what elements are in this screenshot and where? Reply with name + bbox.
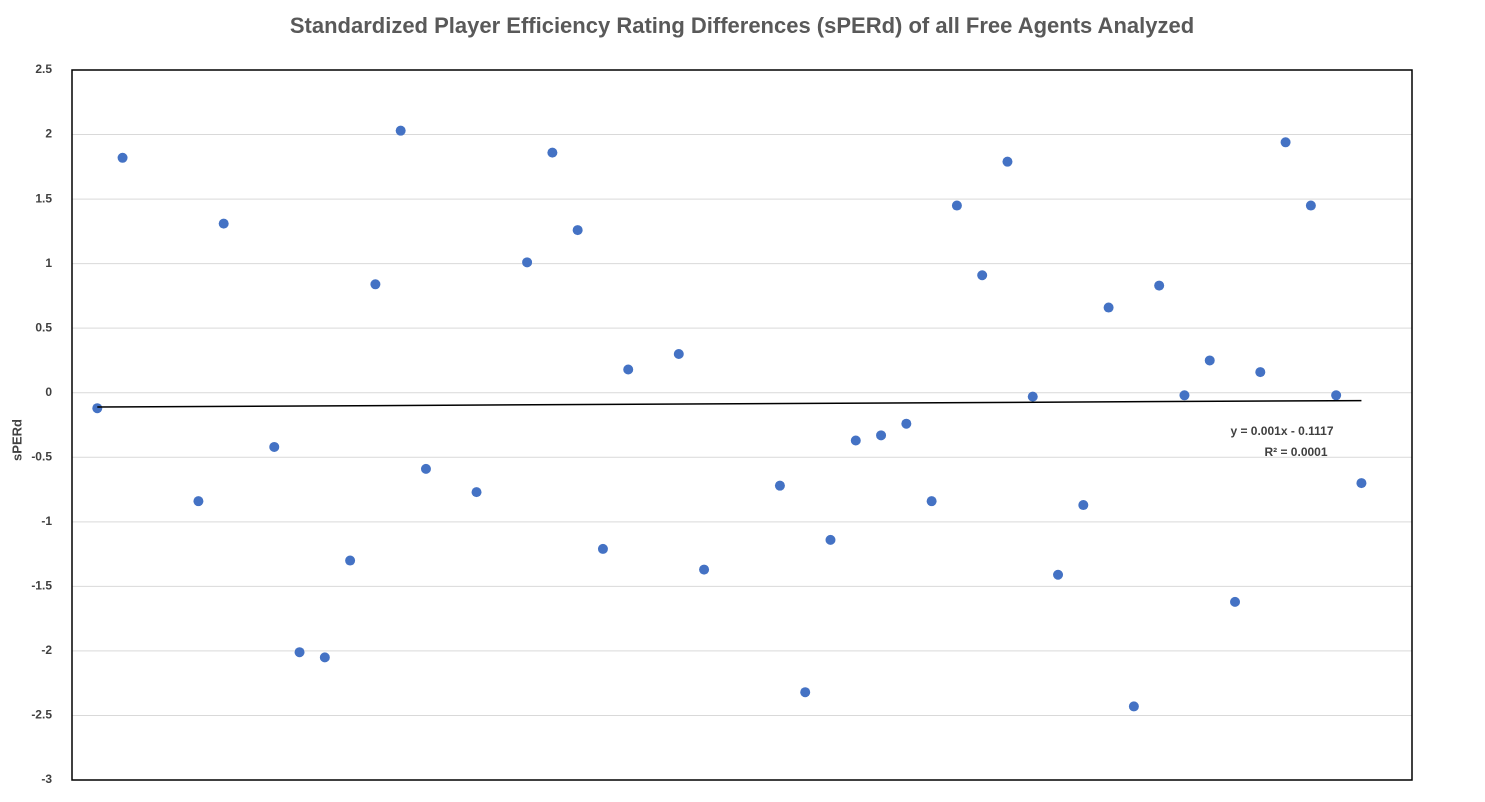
y-tick-label: -2 <box>41 643 52 657</box>
trendline-equation: y = 0.001x - 0.1117 <box>1230 424 1333 438</box>
y-tick-label: -0.5 <box>31 449 52 463</box>
y-tick-label: -3 <box>41 772 52 786</box>
point <box>294 647 305 658</box>
point <box>547 147 558 158</box>
point <box>117 152 128 163</box>
point <box>1179 390 1190 401</box>
point <box>1255 367 1266 378</box>
point <box>774 480 785 491</box>
point <box>1027 391 1038 402</box>
point <box>345 555 356 566</box>
point <box>92 403 103 414</box>
point <box>1103 302 1114 313</box>
point <box>901 418 912 429</box>
y-tick-label: -1.5 <box>31 579 52 593</box>
plot-border <box>71 69 1413 781</box>
point <box>370 279 381 290</box>
trendline <box>97 399 1362 408</box>
y-tick-label: 1.5 <box>35 191 52 205</box>
point <box>1053 569 1064 580</box>
point <box>1356 478 1367 489</box>
point <box>1305 200 1316 211</box>
y-tick-label: -2.5 <box>31 708 52 722</box>
point <box>850 435 861 446</box>
point <box>673 349 684 359</box>
chart-title: Standardized Player Efficiency Rating Di… <box>290 13 1194 38</box>
y-tick-label: 0.5 <box>35 320 52 334</box>
point <box>1230 596 1241 607</box>
point <box>926 496 937 507</box>
point <box>876 430 887 441</box>
y-tick-label: 0 <box>45 385 52 399</box>
trendline-r-squared: R² = 0.0001 <box>1264 445 1327 459</box>
point <box>572 225 583 236</box>
point <box>522 257 533 268</box>
point <box>1331 390 1342 401</box>
point <box>1280 137 1291 148</box>
point <box>800 687 811 698</box>
point <box>1128 701 1139 712</box>
point <box>699 564 710 575</box>
point <box>218 218 229 229</box>
point <box>1078 500 1089 511</box>
y-axis-label: sPERd <box>9 419 24 461</box>
y-tick-label: 1 <box>45 256 52 270</box>
point <box>193 496 204 507</box>
point <box>471 487 482 498</box>
point <box>951 200 962 211</box>
point <box>319 652 330 663</box>
point <box>395 125 406 136</box>
point <box>1204 355 1215 366</box>
point <box>1154 280 1165 291</box>
y-tick-label: -1 <box>41 514 52 528</box>
point <box>269 441 280 452</box>
point <box>597 543 608 554</box>
point <box>977 270 988 281</box>
point <box>825 534 836 545</box>
point <box>1002 156 1013 167</box>
y-tick-label: 2.5 <box>35 62 52 76</box>
point <box>623 364 634 375</box>
y-tick-label: 2 <box>45 127 52 141</box>
point <box>420 463 431 474</box>
